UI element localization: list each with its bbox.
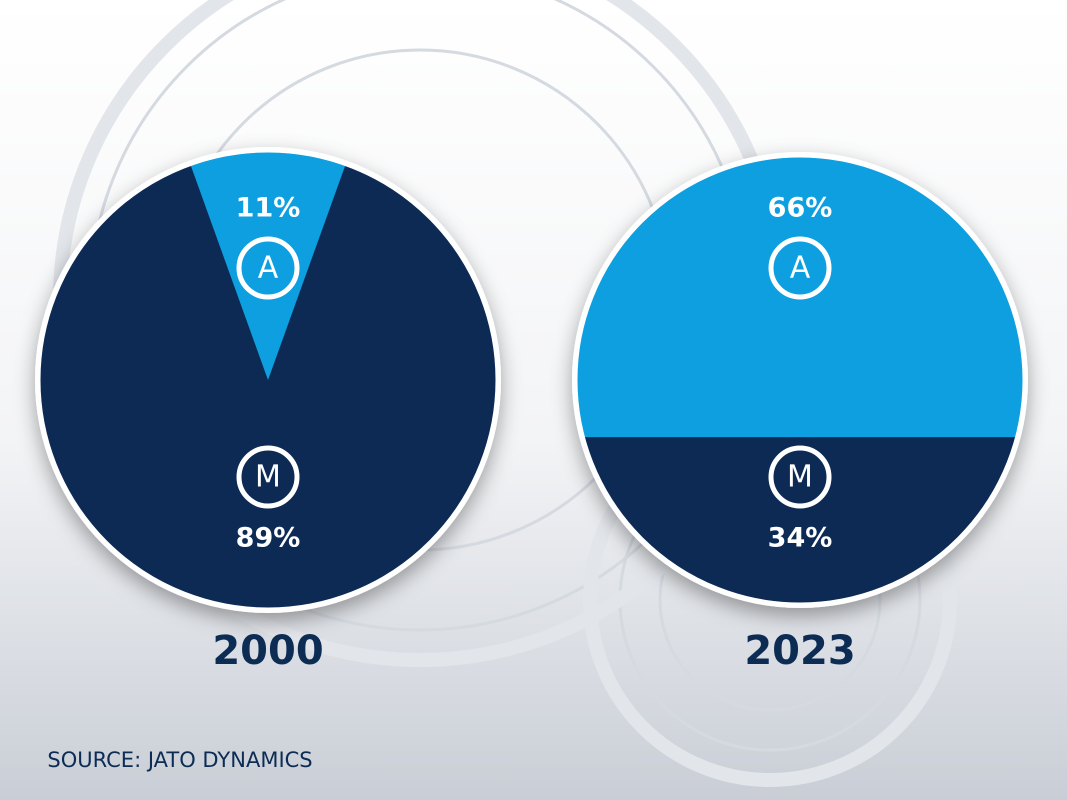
pie-border — [572, 152, 1028, 608]
value-label: 89% — [236, 523, 301, 554]
badge — [236, 445, 300, 509]
category-label: A — [258, 251, 279, 286]
pie — [572, 152, 1028, 608]
badge — [236, 236, 300, 300]
chart-title: 2000 — [212, 628, 323, 674]
value-label: 11% — [236, 193, 301, 224]
category-label: M — [255, 460, 281, 495]
badge — [768, 445, 832, 509]
badge — [768, 236, 832, 300]
category-label: A — [790, 251, 811, 286]
chart-title: 2023 — [744, 628, 855, 674]
pie-border — [35, 147, 501, 613]
slice — [190, 150, 346, 380]
category-label: M — [787, 460, 813, 495]
pie — [35, 147, 501, 613]
value-label: 34% — [768, 523, 833, 554]
source: SOURCE: JATO DYNAMICS — [47, 748, 312, 772]
value-label: 66% — [768, 193, 833, 224]
